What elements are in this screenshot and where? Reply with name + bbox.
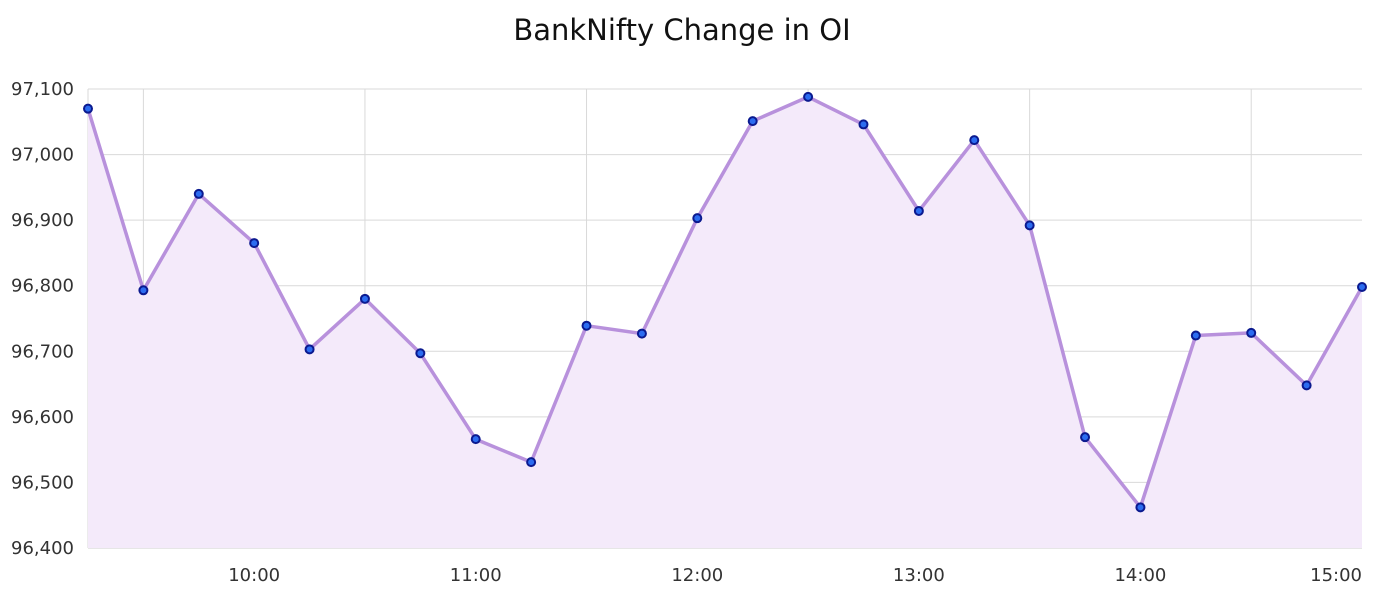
y-tick-label: 96,400	[11, 538, 74, 559]
data-point[interactable]	[747, 116, 758, 127]
x-tick-label: 14:00	[1114, 565, 1166, 586]
y-tick-label: 97,000	[11, 145, 74, 166]
x-tick-label: 10:00	[228, 565, 280, 586]
data-point[interactable]	[470, 434, 481, 445]
data-point[interactable]	[581, 320, 592, 331]
data-point[interactable]	[969, 135, 980, 146]
data-points	[83, 91, 1367, 513]
data-point[interactable]	[249, 238, 260, 249]
data-point[interactable]	[1024, 220, 1035, 231]
series-line	[86, 95, 1364, 510]
x-tick-label: 11:00	[450, 565, 502, 586]
y-tick-label: 96,500	[11, 472, 74, 493]
data-point[interactable]	[526, 457, 537, 468]
data-point[interactable]	[858, 119, 869, 130]
y-tick-label: 96,600	[11, 407, 74, 428]
data-point[interactable]	[692, 213, 703, 224]
y-tick-label: 96,700	[11, 341, 74, 362]
data-point[interactable]	[193, 188, 204, 199]
series-area	[88, 96, 1362, 549]
chart-title: BankNifty Change in OI	[513, 13, 850, 47]
x-axis: 10:00 11:00 12:00 13:00 14:00 15:00	[228, 565, 1362, 586]
y-tick-label: 96,800	[11, 276, 74, 297]
x-tick-label: 12:00	[671, 565, 723, 586]
data-point[interactable]	[803, 91, 814, 102]
data-point[interactable]	[359, 293, 370, 304]
data-point[interactable]	[913, 205, 924, 216]
data-point[interactable]	[415, 348, 426, 359]
data-point[interactable]	[1135, 502, 1146, 513]
data-point[interactable]	[304, 344, 315, 355]
y-axis: 96,400 96,500 96,600 96,700 96,800 96,900 97,0…	[11, 79, 74, 559]
data-point[interactable]	[138, 285, 149, 296]
y-tick-label: 96,900	[11, 210, 74, 231]
data-point[interactable]	[636, 328, 647, 339]
x-tick-label: 15:00	[1310, 565, 1362, 586]
data-point[interactable]	[1246, 327, 1257, 338]
data-point[interactable]	[1080, 432, 1091, 443]
data-point[interactable]	[83, 103, 93, 114]
y-tick-label: 97,100	[11, 79, 74, 100]
data-point[interactable]	[1301, 380, 1312, 391]
x-tick-label: 13:00	[893, 565, 945, 586]
data-point[interactable]	[1190, 330, 1201, 341]
data-point[interactable]	[1357, 282, 1367, 293]
